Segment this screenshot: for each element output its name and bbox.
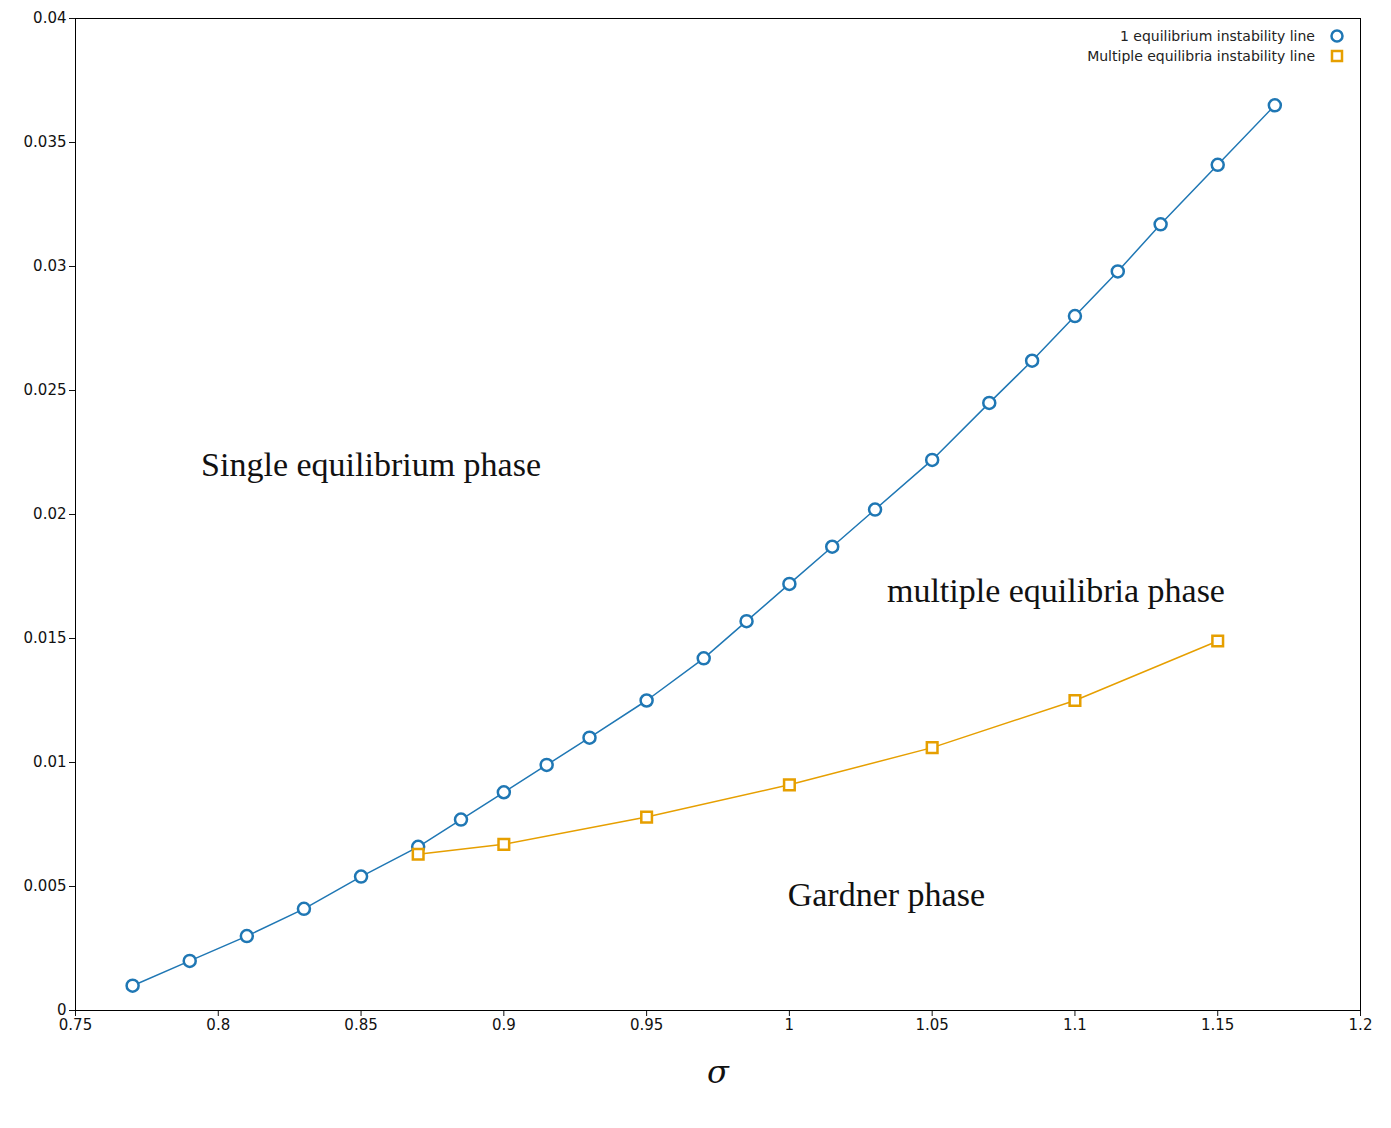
svg-text:0.025: 0.025 xyxy=(24,381,67,399)
svg-text:1.1: 1.1 xyxy=(1063,1016,1087,1034)
svg-text:0.035: 0.035 xyxy=(24,133,67,151)
svg-text:1.2: 1.2 xyxy=(1349,1016,1373,1034)
svg-text:0: 0 xyxy=(57,1001,67,1020)
svg-text:1.15: 1.15 xyxy=(1201,1016,1234,1034)
svg-text:0.04: 0.04 xyxy=(33,9,66,27)
svg-text:0.75: 0.75 xyxy=(59,1016,92,1034)
svg-text:0.005: 0.005 xyxy=(24,877,67,895)
html-text:1 equilibrium instability line: 1 equilibrium instability line xyxy=(1119,28,1315,44)
svg-text:1.05: 1.05 xyxy=(915,1016,948,1034)
svg-text:1: 1 xyxy=(785,1016,795,1034)
svg-text:0.8: 0.8 xyxy=(206,1016,230,1034)
svg-text:Gardner phase: Gardner phase xyxy=(788,876,985,913)
svg-text:0.85: 0.85 xyxy=(344,1016,377,1034)
svg-text:0.01: 0.01 xyxy=(33,753,66,771)
svg-text:σ: σ xyxy=(707,1053,730,1091)
svg-text:multiple equilibria phase: multiple equilibria phase xyxy=(887,572,1225,609)
svg-text:Single equilibrium phase: Single equilibrium phase xyxy=(201,446,541,483)
html-text:Multiple equilibria instabilit: Multiple equilibria instability line xyxy=(1087,48,1315,64)
svg-text:0.95: 0.95 xyxy=(630,1016,663,1034)
svg-text:0.02: 0.02 xyxy=(33,505,66,523)
svg-text:0.015: 0.015 xyxy=(24,629,67,647)
svg-text:0.03: 0.03 xyxy=(33,257,66,275)
svg-text:0.9: 0.9 xyxy=(492,1016,516,1034)
